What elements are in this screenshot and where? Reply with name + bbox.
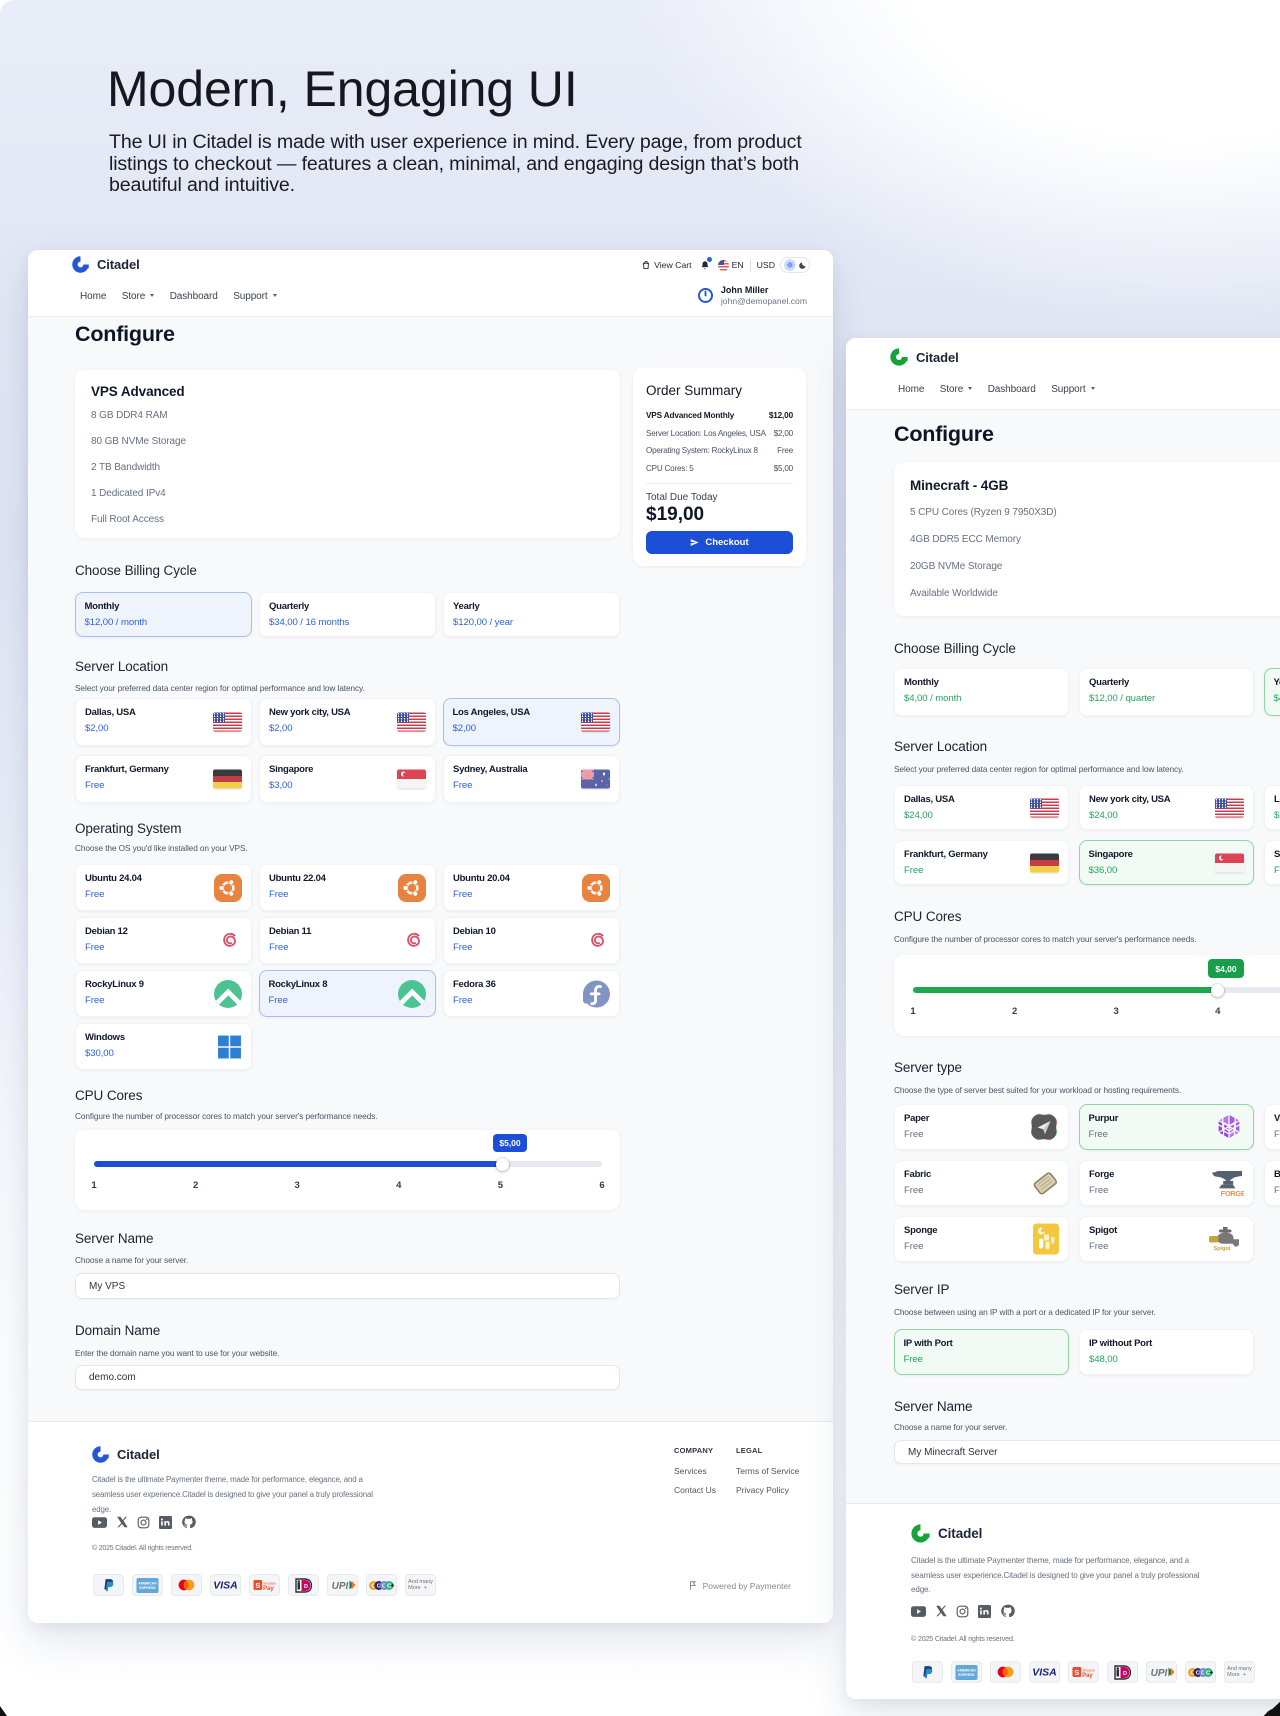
svg-text:S: S bbox=[255, 1581, 260, 1590]
svg-text:AMERICAN: AMERICAN bbox=[957, 1668, 976, 1672]
svg-text:EXPRESS: EXPRESS bbox=[139, 1585, 156, 1589]
svg-text:O: O bbox=[1201, 1670, 1206, 1676]
svg-text:D: D bbox=[1123, 1670, 1127, 1676]
svg-text:C: C bbox=[1206, 1670, 1211, 1676]
svg-text:EXPRESS: EXPRESS bbox=[958, 1672, 975, 1676]
svg-text:C: C bbox=[371, 1583, 376, 1589]
svg-text:C: C bbox=[387, 1583, 392, 1589]
svg-text:AMERICAN: AMERICAN bbox=[138, 1581, 157, 1585]
svg-text:VISA: VISA bbox=[213, 1580, 238, 1590]
svg-text:UPI: UPI bbox=[331, 1581, 348, 1590]
svg-text:Spigot: Spigot bbox=[1213, 1246, 1230, 1252]
svg-text:C: C bbox=[377, 1583, 382, 1589]
svg-text:D: D bbox=[304, 1583, 308, 1589]
svg-text:VISA: VISA bbox=[1032, 1667, 1057, 1677]
svg-text:Pay: Pay bbox=[1082, 1673, 1093, 1679]
svg-text:FORGE: FORGE bbox=[1221, 1189, 1244, 1197]
svg-text:O: O bbox=[382, 1583, 387, 1589]
svg-text:Pay: Pay bbox=[263, 1586, 274, 1592]
svg-text:S: S bbox=[1074, 1668, 1079, 1677]
svg-text:C: C bbox=[1190, 1670, 1195, 1676]
svg-text:Shopee: Shopee bbox=[263, 1582, 276, 1586]
svg-text:C: C bbox=[1196, 1670, 1201, 1676]
svg-text:UPI: UPI bbox=[1150, 1668, 1167, 1677]
svg-text:Shopee: Shopee bbox=[1082, 1669, 1095, 1673]
